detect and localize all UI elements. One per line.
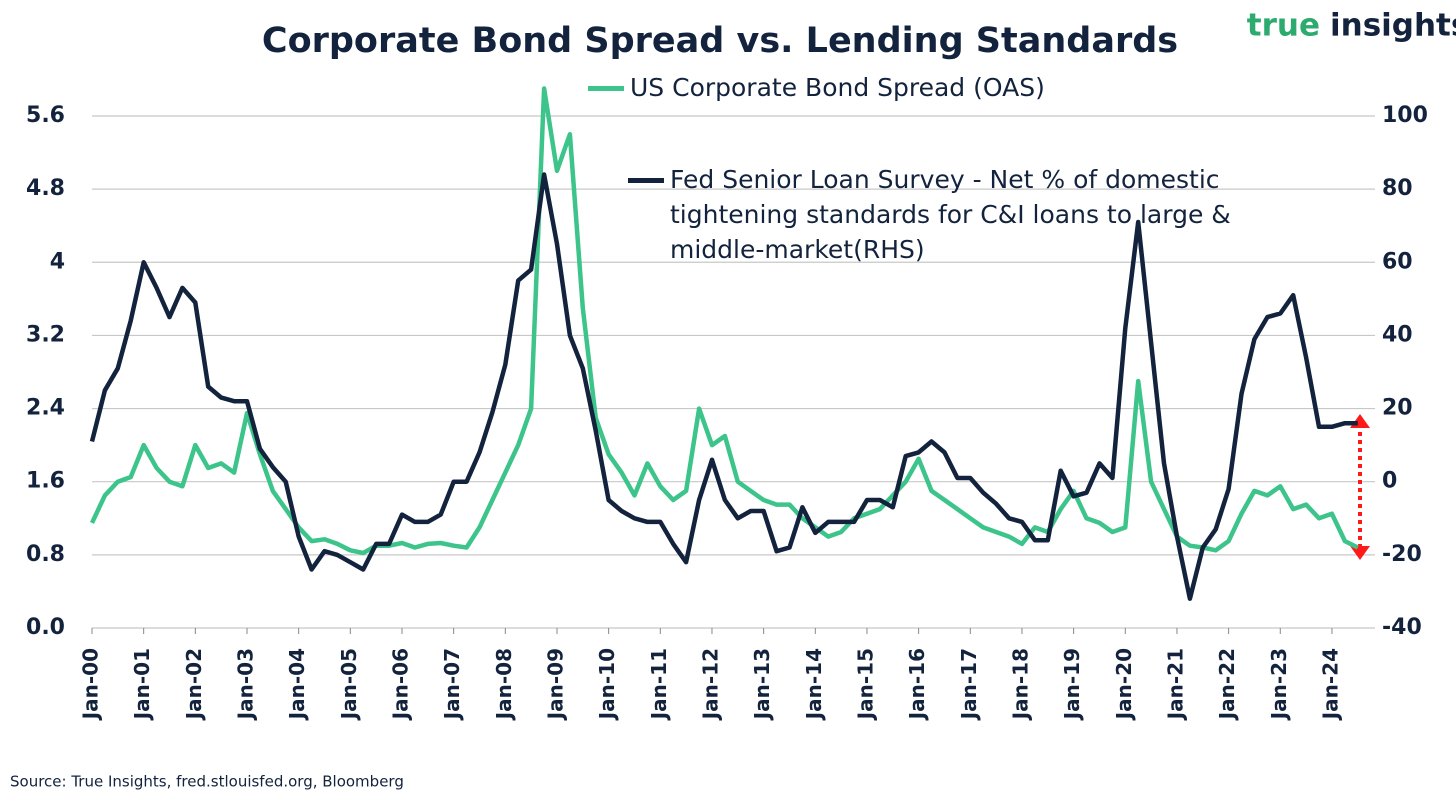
x-tick-label: Jan-06 — [388, 648, 412, 721]
x-tick-label: Jan-13 — [750, 648, 774, 721]
y-tick-label: 2.4 — [26, 396, 65, 421]
y2-tick-label: 20 — [1382, 396, 1413, 421]
legend-label: US Corporate Bond Spread (OAS) — [630, 73, 1045, 102]
y2-tick-label: -40 — [1382, 615, 1422, 640]
x-tick-label: Jan-24 — [1318, 648, 1342, 721]
x-tick-label: Jan-17 — [957, 648, 981, 721]
x-tick-label: Jan-12 — [698, 648, 722, 721]
legend-label: Fed Senior Loan Survey - Net % of domest… — [670, 165, 1231, 264]
x-tick-label: Jan-05 — [337, 648, 361, 721]
x-tick-label: Jan-03 — [233, 648, 257, 721]
x-tick-label: Jan-00 — [79, 648, 103, 721]
y-tick-label: 5.6 — [26, 103, 65, 128]
y2-tick-label: -20 — [1382, 542, 1422, 567]
x-tick-label: Jan-16 — [905, 648, 929, 721]
series-line — [89, 86, 1359, 556]
y-tick-label: 4.8 — [26, 176, 65, 201]
source: Source: True Insights, fred.stlouisfed.o… — [10, 773, 404, 791]
legend-entry: US Corporate Bond Spread (OAS) — [588, 70, 1045, 105]
x-tick-label: Jan-11 — [647, 648, 671, 721]
y2-tick-label: 40 — [1382, 322, 1413, 347]
x-tick-label: Jan-23 — [1267, 648, 1291, 721]
x-tick-label: Jan-02 — [182, 648, 206, 721]
x-tick-label: Jan-22 — [1215, 648, 1239, 721]
x-tick-label: Jan-18 — [1008, 648, 1032, 721]
y2-tick-label: 80 — [1382, 176, 1413, 201]
chart-title: Corporate Bond Spread vs. Lending Standa… — [262, 21, 1178, 61]
y-tick-label: 4 — [50, 249, 65, 274]
x-tick-label: Jan-20 — [1112, 648, 1136, 721]
annotation-arrow — [1350, 414, 1370, 560]
x-tick-label: Jan-15 — [853, 648, 877, 721]
y2-tick-label: 100 — [1382, 103, 1428, 128]
series-line — [89, 172, 1358, 601]
x-tick-label: Jan-21 — [1163, 648, 1187, 721]
x-tick-label: Jan-01 — [130, 648, 154, 721]
y-tick-label: 3.2 — [26, 322, 65, 347]
x-tick-label: Jan-19 — [1060, 648, 1084, 721]
y-tick-label: 0.0 — [26, 615, 65, 640]
x-tick-label: Jan-14 — [802, 648, 826, 721]
legend-swatch — [588, 86, 624, 91]
logo-part: true — [1247, 8, 1320, 44]
x-tick-label: Jan-04 — [285, 648, 309, 721]
y-tick-label: 1.6 — [26, 469, 65, 494]
legend-entry: Fed Senior Loan Survey - Net % of domest… — [628, 162, 1310, 267]
legend-swatch — [628, 178, 664, 183]
y-tick-label: 0.8 — [26, 542, 65, 567]
x-tick-label: Jan-08 — [492, 648, 516, 721]
x-tick-label: Jan-10 — [595, 648, 619, 721]
x-tick-label: Jan-07 — [440, 648, 464, 721]
logo-part: insights — [1330, 8, 1456, 44]
y2-tick-label: 0 — [1382, 469, 1397, 494]
y2-tick-label: 60 — [1382, 249, 1413, 274]
x-tick-label: Jan-09 — [543, 648, 567, 721]
